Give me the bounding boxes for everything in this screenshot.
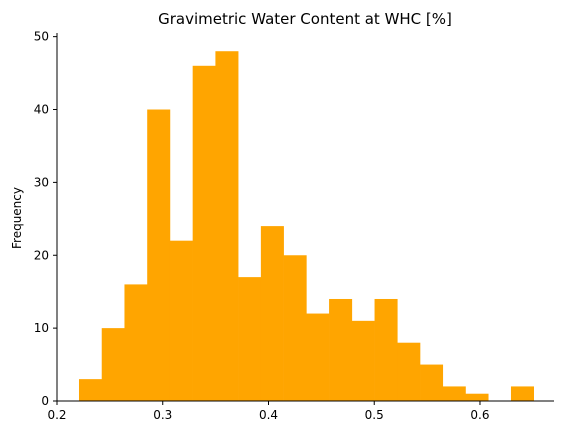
y-tick-label: 0 bbox=[41, 394, 49, 408]
x-tick-label: 0.3 bbox=[153, 408, 172, 422]
histogram-bar bbox=[260, 226, 284, 401]
histogram-bar bbox=[420, 364, 444, 401]
y-tick-label: 40 bbox=[34, 103, 49, 117]
histogram-bar bbox=[78, 379, 103, 401]
chart-title: Gravimetric Water Content at WHC [%] bbox=[158, 10, 452, 28]
histogram-bar bbox=[101, 328, 125, 401]
y-axis: 0 10 20 30 40 50 bbox=[34, 30, 58, 408]
histogram-bar bbox=[147, 109, 171, 401]
y-tick-label: 30 bbox=[34, 175, 49, 189]
histogram-bar bbox=[306, 313, 330, 401]
histogram-bar bbox=[374, 298, 398, 401]
histogram-bar bbox=[397, 342, 421, 401]
y-tick-label: 10 bbox=[34, 321, 49, 335]
histogram-bar bbox=[510, 386, 534, 401]
histogram-bar bbox=[465, 393, 489, 401]
histogram-bar bbox=[351, 320, 375, 401]
x-tick-label: 0.6 bbox=[470, 408, 489, 422]
histogram-bar bbox=[124, 284, 148, 401]
x-tick-label: 0.4 bbox=[259, 408, 278, 422]
x-tick-label: 0.5 bbox=[365, 408, 384, 422]
bars-group bbox=[78, 51, 534, 401]
y-tick-label: 20 bbox=[34, 248, 49, 262]
histogram-bar bbox=[215, 51, 239, 401]
histogram-bar bbox=[329, 298, 353, 401]
histogram-bar bbox=[169, 240, 193, 401]
x-tick-label: 0.2 bbox=[47, 408, 66, 422]
histogram-bar bbox=[238, 277, 262, 401]
x-axis: 0.2 0.3 0.4 0.5 0.6 bbox=[47, 400, 554, 422]
y-tick-label: 50 bbox=[34, 30, 49, 44]
histogram-bar bbox=[192, 65, 216, 401]
histogram-bar bbox=[442, 386, 466, 401]
y-axis-label: Frequency bbox=[10, 187, 24, 249]
histogram-bar bbox=[283, 255, 307, 401]
